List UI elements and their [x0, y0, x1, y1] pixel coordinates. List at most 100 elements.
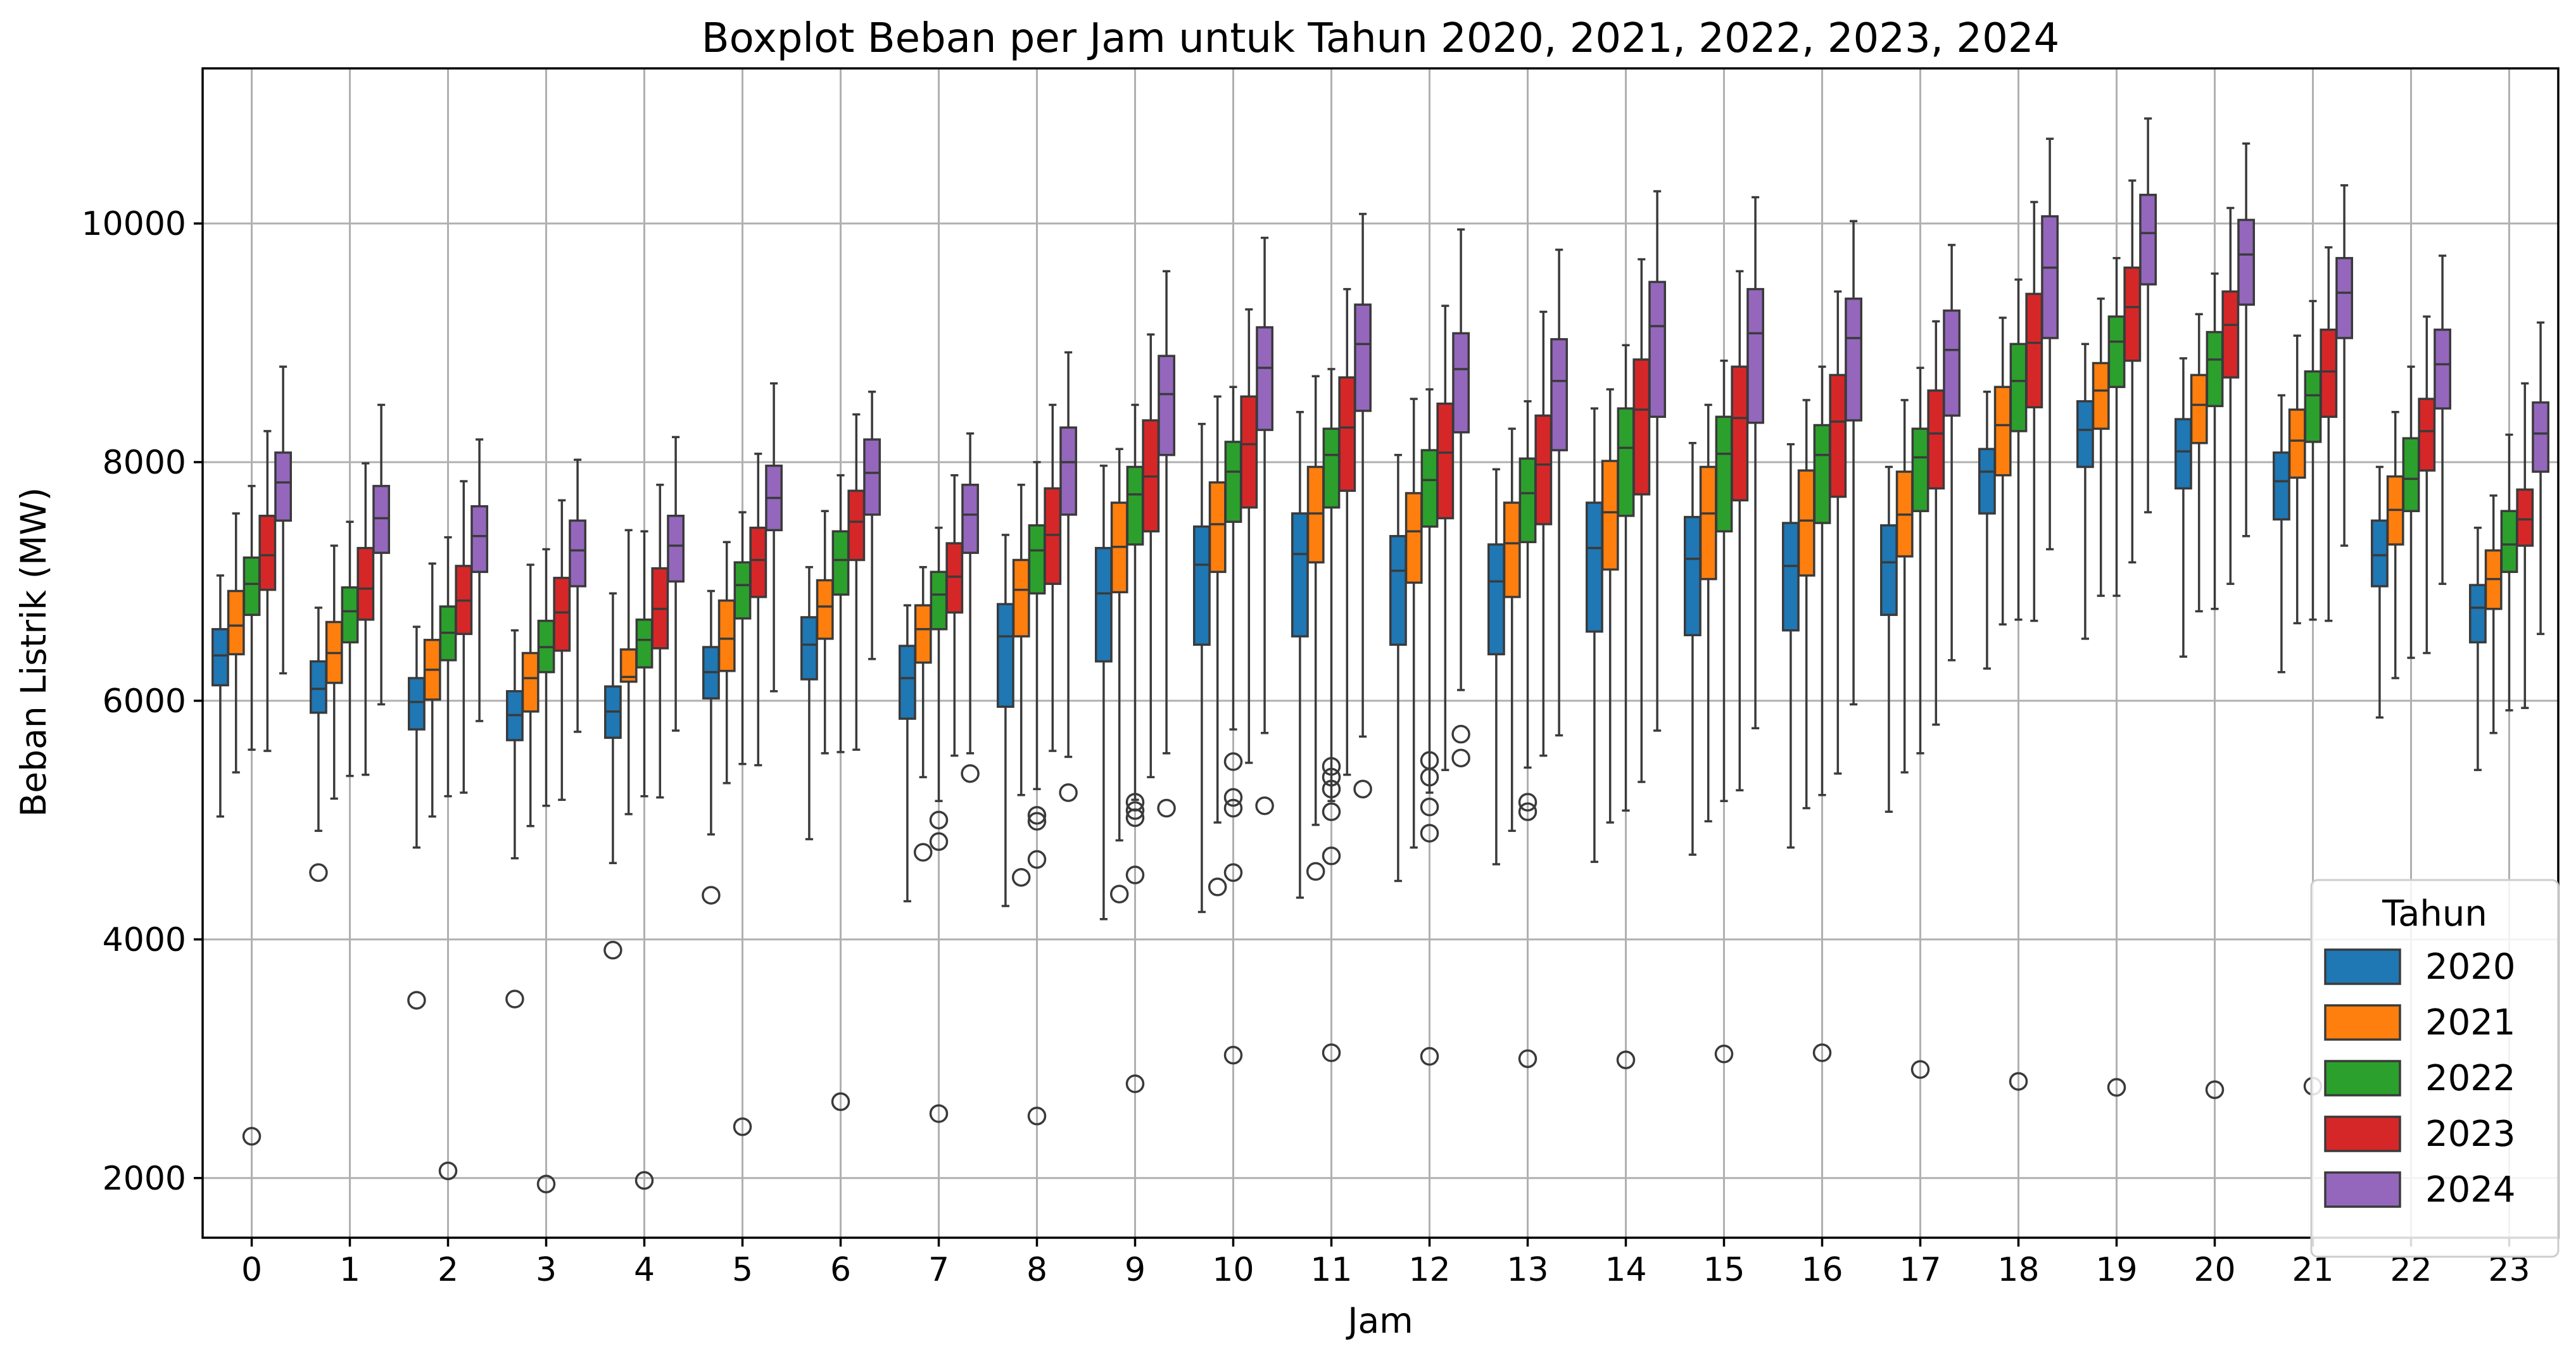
box-2020-20 [2174, 418, 2192, 490]
x-tick-label: 11 [1310, 1251, 1352, 1289]
box-2020-13 [1487, 543, 1505, 656]
outlier-point [1208, 877, 1227, 896]
box-2022-21 [2304, 370, 2322, 443]
box-2020-16 [1781, 522, 1800, 632]
outlier-point [2205, 1080, 2225, 1100]
box-2024-8 [1059, 426, 1078, 516]
series-2023 [258, 179, 2534, 802]
series-2020 [211, 343, 2487, 1010]
plot-area-frame [201, 67, 2560, 1239]
outlier-point [1125, 865, 1145, 884]
box-groups [211, 117, 2550, 1193]
box-2021-11 [1306, 465, 1325, 564]
box-2022-7 [930, 570, 948, 631]
box-2024-11 [1354, 303, 1372, 412]
box-2021-15 [1699, 465, 1717, 581]
y-tick-label: 8000 [103, 444, 186, 482]
box-2022-18 [2009, 343, 2028, 432]
box-2021-7 [914, 604, 932, 664]
box-2020-22 [2370, 519, 2389, 588]
outlier-point [1420, 1047, 1439, 1066]
outlier-point [1255, 796, 1274, 815]
outlier-point [1420, 797, 1439, 817]
legend-label-2022: 2022 [2425, 1058, 2516, 1099]
box-2024-2 [470, 505, 489, 574]
box-2020-14 [1585, 501, 1603, 633]
outlier-point [1322, 757, 1341, 776]
box-2022-0 [243, 556, 261, 616]
legend-label-2024: 2024 [2425, 1169, 2516, 1210]
box-2021-13 [1503, 501, 1521, 598]
outlier-point [1714, 1045, 1734, 1064]
x-tick-label: 12 [1408, 1251, 1450, 1289]
legend-title: Tahun [2382, 893, 2487, 934]
box-2024-9 [1158, 355, 1176, 456]
outlier-point [1451, 724, 1470, 744]
outlier-point [702, 886, 721, 905]
box-2023-10 [1240, 395, 1258, 509]
box-2024-20 [2237, 218, 2256, 306]
box-2024-4 [667, 515, 685, 583]
x-tick-label: 10 [1212, 1251, 1254, 1289]
legend-swatch-2022 [2324, 1060, 2401, 1097]
outlier-point [1322, 767, 1341, 787]
x-tick-label: 8 [1026, 1251, 1047, 1289]
box-2022-4 [635, 618, 653, 669]
box-2022-20 [2206, 330, 2224, 408]
box-2021-8 [1012, 558, 1030, 638]
box-2021-14 [1601, 460, 1619, 571]
x-tick-label: 3 [536, 1251, 557, 1289]
y-tick-label: 4000 [103, 921, 186, 959]
y-tick-label: 10000 [82, 205, 186, 243]
box-2024-13 [1550, 338, 1569, 451]
box-2022-10 [1224, 441, 1242, 523]
outlier-point [2009, 1072, 2028, 1091]
box-2023-0 [258, 515, 277, 591]
outlier-point [1812, 1043, 1832, 1062]
outlier-point [309, 863, 328, 883]
outlier-point [929, 832, 949, 852]
box-2023-15 [1731, 365, 1749, 502]
outlier-point [929, 810, 949, 830]
legend-swatch-2021 [2324, 1004, 2401, 1041]
series-2024 [274, 117, 2550, 818]
outlier-point [831, 1092, 850, 1111]
box-2023-7 [945, 542, 964, 614]
box-2024-12 [1452, 332, 1470, 434]
box-2024-18 [2041, 215, 2059, 339]
x-tick-label: 18 [1997, 1251, 2039, 1289]
box-2021-6 [816, 579, 834, 640]
box-2024-1 [372, 484, 391, 554]
outlier-point [1910, 1060, 1930, 1079]
chart-title: Boxplot Beban per Jam untuk Tahun 2020, … [702, 15, 2060, 62]
box-2021-21 [2288, 408, 2306, 479]
box-2021-19 [2092, 362, 2110, 430]
box-2023-3 [553, 577, 571, 652]
box-2023-8 [1044, 487, 1062, 585]
legend-label-2020: 2020 [2425, 946, 2516, 988]
box-2022-5 [733, 561, 752, 620]
outlier-point [1322, 1043, 1341, 1062]
box-2022-1 [341, 586, 359, 644]
box-2022-14 [1617, 407, 1635, 517]
outlier-point [1353, 779, 1372, 799]
box-2024-15 [1746, 287, 1765, 424]
outlier-point [1027, 1107, 1047, 1126]
outlier-point [1125, 793, 1145, 812]
x-tick-label: 20 [2194, 1251, 2235, 1289]
box-2020-23 [2468, 584, 2487, 644]
series-2022 [242, 256, 2518, 1193]
x-tick-label: 1 [339, 1251, 360, 1289]
legend-swatch-2024 [2324, 1171, 2401, 1208]
outlier-point [1125, 1074, 1145, 1093]
box-2021-20 [2190, 374, 2208, 444]
outlier-point [603, 941, 622, 960]
box-2023-23 [2516, 488, 2534, 547]
x-tick-label: 15 [1703, 1251, 1745, 1289]
outlier-point [1223, 798, 1243, 818]
box-2024-3 [569, 519, 587, 588]
x-tick-label: 7 [928, 1251, 949, 1289]
box-2024-21 [2335, 256, 2354, 339]
box-2020-2 [407, 677, 426, 731]
